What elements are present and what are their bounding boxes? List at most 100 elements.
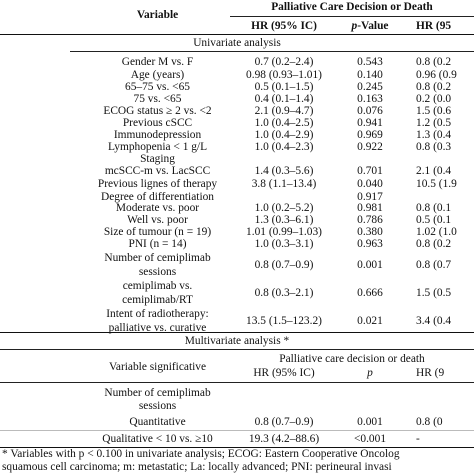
univariate-row-continuation: sessions bbox=[0, 265, 474, 279]
variable-cell: ECOG status ≥ 2 vs. <2 bbox=[103, 105, 212, 117]
hr-cell: 0.8 (0.3–2.1) bbox=[254, 287, 314, 299]
header-group-label: Palliative Care Decision or Death bbox=[271, 1, 433, 13]
multi-var-0: Number of cemiplimab bbox=[104, 387, 211, 399]
hr-cell: 3.8 (1.1–13.4) bbox=[251, 178, 317, 190]
hr2-cell: 0.2 (0.0 bbox=[416, 93, 452, 105]
variable-cell: Degree of differentiation bbox=[100, 191, 214, 203]
variable-cell: 75 vs. <65 bbox=[133, 93, 182, 105]
univariate-row: Gender M vs. F 0.7 (0.2–2.4) 0.543 0.8 (0.2 bbox=[0, 55, 474, 69]
hr2-cell: 0.96 (0.9 bbox=[416, 69, 457, 81]
univariate-row: Number of cemiplimab 0.8 (0.7–0.9) 0.001 0.… bbox=[0, 251, 474, 271]
p-value-cell: 0.922 bbox=[357, 141, 383, 153]
multi-header-hr2: HR (9 bbox=[416, 367, 445, 379]
footnote-1: * Variables with p < 0.100 in univariate… bbox=[2, 448, 400, 460]
p-value-cell: 0.917 bbox=[357, 191, 383, 203]
header-variable: Variable bbox=[136, 9, 179, 21]
p-value-cell: 0.245 bbox=[357, 81, 383, 93]
hr2-cell: 1.02 (1.0 bbox=[416, 226, 457, 238]
p-value-cell: 0.543 bbox=[357, 56, 383, 68]
variable-cell: cemiplimab vs. bbox=[122, 280, 193, 292]
header-bottom-rule bbox=[0, 34, 474, 35]
variable-cell: Gender M vs. F bbox=[121, 56, 194, 68]
variable-cell-line2: sessions bbox=[138, 266, 177, 278]
hr2-cell: 1.3 (0.4 bbox=[416, 129, 452, 141]
univariate-row: ECOG status ≥ 2 vs. <2 2.1 (0.9–4.7) 0.076… bbox=[0, 104, 474, 118]
multivariate-section-title: Multivariate analysis * bbox=[184, 335, 290, 347]
hr-cell: 1.4 (0.3–5.6) bbox=[254, 165, 314, 177]
multi-row-0a: Number of cemiplimab bbox=[0, 386, 474, 400]
p-value-cell: 0.001 bbox=[357, 259, 383, 271]
multi-row-1: Quantitative 0.8 (0.7–0.9) 0.001 0.8 (0 bbox=[0, 415, 474, 429]
hr-cell: 1.01 (0.99–1.03) bbox=[246, 226, 322, 238]
header-row-columns: HR (95% IC) p-Value HR (95 bbox=[0, 19, 474, 33]
hr2-cell: 1.5 (0.5 bbox=[416, 287, 452, 299]
p-value-cell: 0.786 bbox=[357, 214, 383, 226]
hr2-cell: 2.1 (0.4 bbox=[416, 165, 452, 177]
hr-cell: 0.4 (0.1–1.4) bbox=[254, 93, 314, 105]
univariate-row: Staging bbox=[0, 152, 474, 166]
multi-header-variable: Variable significative bbox=[108, 361, 207, 373]
variable-cell: Well vs. poor bbox=[127, 214, 188, 226]
hr2-cell: 0.8 (0.7 bbox=[416, 259, 452, 271]
header-hr: HR (95% IC) bbox=[251, 20, 317, 32]
p-value-cell: 0.140 bbox=[357, 69, 383, 81]
p-value-cell: 0.969 bbox=[357, 129, 383, 141]
multi-p-1: 0.001 bbox=[357, 416, 383, 428]
multi-var-0-line2: sessions bbox=[138, 400, 177, 412]
multi-hr-1: 0.8 (0.7–0.9) bbox=[254, 416, 314, 428]
p-value-cell: 0.963 bbox=[357, 238, 383, 250]
p-value-cell: 0.380 bbox=[357, 226, 383, 238]
univariate-row: 65–75 vs. <65 0.5 (0.1–1.5) 0.245 0.8 (0.2 bbox=[0, 80, 474, 94]
hr2-cell: 0.8 (0.1 bbox=[416, 202, 452, 214]
hr-cell: 1.0 (0.4–2.5) bbox=[254, 117, 314, 129]
multi-hr2-1: 0.8 (0 bbox=[416, 416, 443, 428]
multi-header-variable-row: Variable significative bbox=[0, 360, 474, 374]
univariate-row: Well vs. poor 1.3 (0.3–6.1) 0.786 0.5 (0.1 bbox=[0, 213, 474, 227]
univariate-row: Previous cSCC 1.0 (0.4–2.5) 0.941 1.2 (0.5 bbox=[0, 116, 474, 130]
multi-row-0b: sessions bbox=[0, 399, 474, 413]
variable-cell: 65–75 vs. <65 bbox=[125, 81, 190, 93]
multi-header-columns-row: HR (95% IC) p HR (9 bbox=[0, 366, 474, 380]
header-hr2: HR (95 bbox=[416, 20, 452, 32]
variable-cell: Previous lignes of therapy bbox=[97, 178, 218, 190]
variable-cell-line2: palliative vs. curative bbox=[108, 322, 207, 334]
variable-cell: Moderate vs. poor bbox=[115, 202, 200, 214]
univariate-row: Size of tumour (n = 19) 1.01 (0.99–1.03) 0… bbox=[0, 225, 474, 239]
variable-cell: Lymphopenia < 1 g/L bbox=[107, 141, 208, 153]
univariate-rule bbox=[70, 51, 474, 52]
multi-header-group-row: Palliative care decision or death bbox=[0, 352, 474, 366]
header-row-variable: Variable bbox=[0, 8, 474, 22]
hr-cell: 1.0 (0.2–5.2) bbox=[254, 202, 314, 214]
multi-hr-2: 19.3 (4.2–88.6) bbox=[248, 433, 320, 445]
p-value-cell: 0.040 bbox=[357, 178, 383, 190]
p-value-cell: 0.701 bbox=[357, 165, 383, 177]
hr-cell: 1.3 (0.3–6.1) bbox=[254, 214, 314, 226]
multi-var-2: Qualitative < 10 vs. ≥10 bbox=[102, 433, 213, 445]
multi-header-p: p bbox=[367, 367, 373, 379]
variable-cell-line2: cemiplimab/RT bbox=[122, 294, 193, 306]
variable-cell: Intent of radiotherapy: bbox=[106, 308, 209, 320]
p-value-cell: 0.076 bbox=[357, 105, 383, 117]
hr2-cell: 0.8 (0.2 bbox=[416, 81, 452, 93]
multi-row-2: Qualitative < 10 vs. ≥10 19.3 (4.2–88.6)… bbox=[0, 432, 474, 446]
variable-cell: mcSCC-m vs. LacSCC bbox=[104, 165, 211, 177]
variable-cell: PNI (n = 14) bbox=[128, 238, 187, 250]
multi-header-group: Palliative care decision or death bbox=[279, 353, 425, 365]
hr2-cell: 10.5 (1.9 bbox=[416, 178, 457, 190]
hr2-cell: 0.8 (0.2 bbox=[416, 238, 452, 250]
univariate-row: Moderate vs. poor 1.0 (0.2–5.2) 0.981 0.8 (… bbox=[0, 201, 474, 215]
univariate-row: mcSCC-m vs. LacSCC 1.4 (0.3–5.6) 0.701 2.1 … bbox=[0, 164, 474, 178]
univariate-row: Immunodepression 1.0 (0.4–2.9) 0.969 1.3 (0… bbox=[0, 128, 474, 142]
table-bottom-rule bbox=[0, 447, 474, 448]
p-value-cell: 0.941 bbox=[357, 117, 383, 129]
p-value-cell: 0.021 bbox=[357, 315, 383, 327]
multi-row-divider bbox=[0, 430, 474, 431]
hr-cell: 0.8 (0.7–0.9) bbox=[254, 259, 314, 271]
multivariate-rule bbox=[0, 349, 474, 350]
multi-header-rule bbox=[0, 382, 474, 383]
p-value-cell: 0.666 bbox=[357, 287, 383, 299]
multi-header-hr: HR (95% IC) bbox=[253, 367, 315, 379]
univariate-row: PNI (n = 14) 1.0 (0.3–3.1) 0.963 0.8 (0.2 bbox=[0, 237, 474, 251]
hr2-cell: 0.8 (0.3 bbox=[416, 141, 452, 153]
variable-cell: Previous cSCC bbox=[122, 117, 193, 129]
